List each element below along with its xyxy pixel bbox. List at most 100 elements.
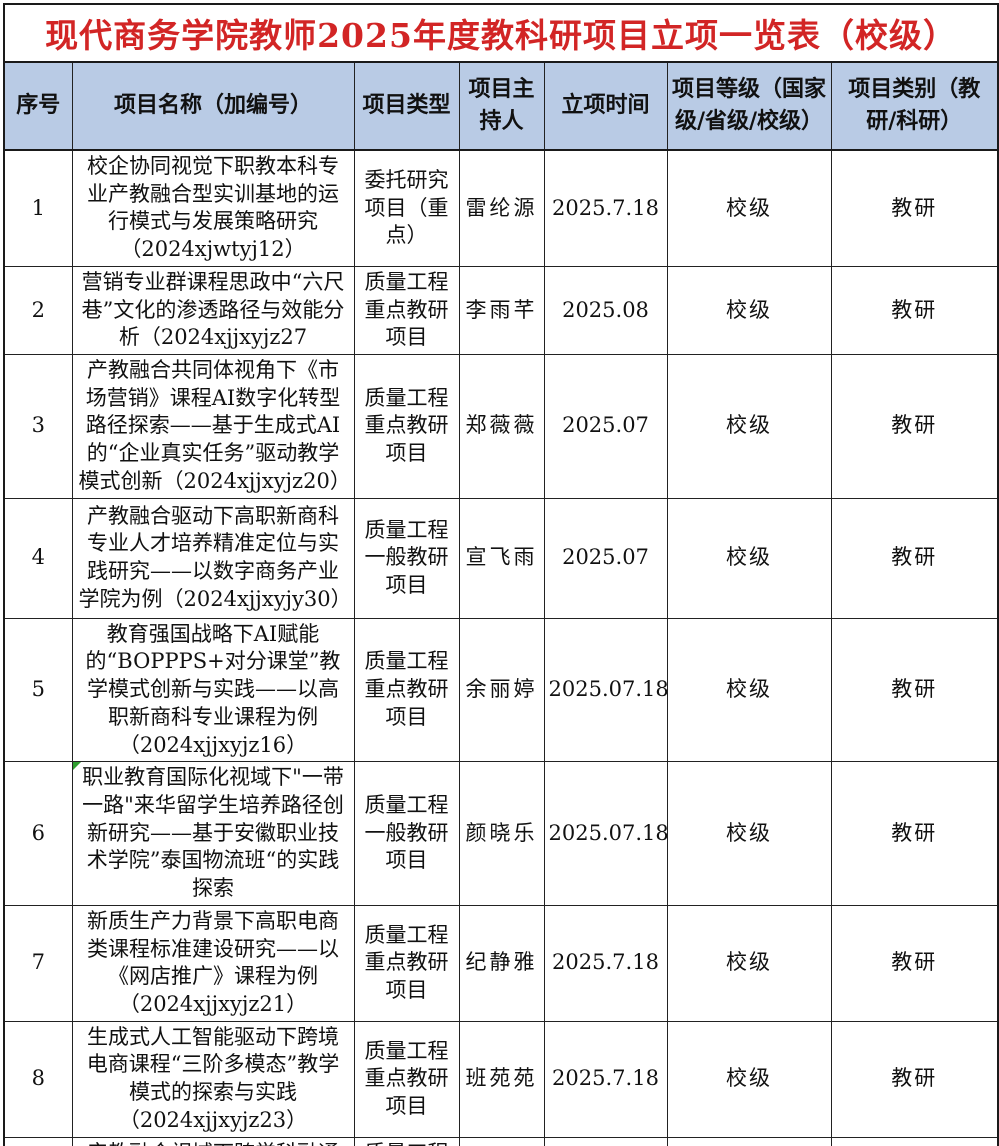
cell-text: 2025.7.18 xyxy=(552,950,659,975)
cell-name: 职业教育国际化视域下"一带一路"来华留学生培养路径创新研究——基于安徽职业技术学… xyxy=(71,761,355,906)
cell-text: 雷纶源 xyxy=(465,195,538,220)
table-row: 6 职业教育国际化视域下"一带一路"来华留学生培养路径创新研究——基于安徽职业技术… xyxy=(3,761,999,906)
cell-text: 教研 xyxy=(891,413,938,438)
table-header-row: 序号 项目名称（加编号） 项目类型 项目主持人 立项时间 项目等级（国家级/省级/校级）项… xyxy=(3,61,999,151)
cell-category: 教研 xyxy=(830,1136,999,1146)
cell-text: 教研 xyxy=(891,297,938,322)
cell-index: 2 xyxy=(3,265,73,356)
cell-text: 1 xyxy=(31,195,45,220)
cell-date: 2025.07.18 xyxy=(543,761,668,906)
cell-text: 质量工程重点教研项目 xyxy=(364,649,449,729)
projects-table: 现代商务学院教师2025年度教科研项目立项一览表（校级） 序号 项目名称（加编号）… xyxy=(3,3,999,1146)
cell-leader: 余丽婷 xyxy=(458,617,545,763)
cell-text: 2025.07.18 xyxy=(548,677,667,702)
cell-type: 质量工程一般教研项目 xyxy=(353,761,460,906)
column-header-category: 项目类别（教研/科研） xyxy=(830,61,999,151)
table-row: 1 校企协同视觉下职教本科专业产教融合型实训基地的运行模式与发展策略研究（2024… xyxy=(3,149,999,267)
cell-text: 教研 xyxy=(891,195,938,220)
cell-leader: 李雨芊 xyxy=(458,265,545,356)
cell-leader: 雷纶源 xyxy=(458,149,545,267)
cell-level: 校级 xyxy=(666,904,832,1022)
cell-type: 质量工程重点教研项目 xyxy=(353,1020,460,1138)
cell-text: 教研 xyxy=(891,677,938,702)
cell-index: 8 xyxy=(3,1020,73,1138)
cell-text: 校级 xyxy=(726,1066,772,1091)
cell-category: 教研 xyxy=(830,1020,999,1138)
cell-level: 校级 xyxy=(666,1020,832,1138)
cell-type: 质量工程重点教研项目 xyxy=(353,265,460,356)
cell-text: 6 xyxy=(31,820,45,845)
cell-level: 校级 xyxy=(666,761,832,906)
cell-text: 质量工程重点教研项目 xyxy=(364,1038,449,1118)
cell-text: 教研 xyxy=(891,820,938,845)
cell-text: 2025.07.18 xyxy=(548,820,667,845)
cell-text: 2025.7.18 xyxy=(552,195,659,220)
cell-level: 校级 xyxy=(666,265,832,356)
cell-category: 教研 xyxy=(830,617,999,763)
cell-date: 2025.07.18 xyxy=(543,617,668,763)
cell-date: 2025.7.18 xyxy=(543,1136,668,1146)
cell-name: 校企协同视觉下职教本科专业产教融合型实训基地的运行模式与发展策略研究（2024x… xyxy=(71,149,355,267)
cell-text: 3 xyxy=(31,413,45,438)
cell-name: 教育强国战略下AI赋能的“BOPPPS+对分课堂”教学模式创新与实践——以高职新… xyxy=(71,617,355,763)
table-row: 7 新质生产力背景下高职电商类课程标准建设研究——以《网店推广》课程为例（2024… xyxy=(3,904,999,1022)
column-header-date: 立项时间 xyxy=(543,61,668,151)
cell-text: 校级 xyxy=(726,413,772,438)
cell-text: 4 xyxy=(31,545,45,570)
cell-text: 2025.7.18 xyxy=(552,1066,659,1091)
cell-index: 6 xyxy=(3,761,73,906)
page-title: 现代商务学院教师2025年度教科研项目立项一览表（校级） xyxy=(3,3,999,63)
cell-text: 2 xyxy=(31,297,45,322)
cell-category: 教研 xyxy=(830,904,999,1022)
table-row: 4 产教融合驱动下高职新商科专业人才培养精准定位与实践研究——以数字商务产业学院为… xyxy=(3,497,999,619)
cell-level: 校级 xyxy=(666,497,832,619)
cell-index: 5 xyxy=(3,617,73,763)
cell-type: 质量工程重点教研项目 xyxy=(353,354,460,499)
cell-name: 产教融合共同体视角下《市场营销》课程AI数字化转型路径探索——基于生成式AI的“… xyxy=(71,354,355,499)
cell-level: 校级 xyxy=(666,617,832,763)
comment-marker-icon xyxy=(73,762,81,771)
cell-name: 生成式人工智能驱动下跨境电商课程“三阶多模态”教学模式的探索与实践（2024xj… xyxy=(71,1020,355,1138)
cell-text: 班苑苑 xyxy=(465,1066,538,1091)
cell-text: 余丽婷 xyxy=(465,677,538,702)
cell-text: 产教融合共同体视角下《市场营销》课程AI数字化转型路径探索——基于生成式AI的“… xyxy=(78,358,351,493)
cell-text: 5 xyxy=(31,677,45,702)
cell-type: 委托研究项目（重点） xyxy=(353,149,460,267)
table-row: 2 营销专业群课程思政中“六尺巷”文化的渗透路径与效能分析（2024xjjxyjz… xyxy=(3,265,999,356)
cell-text: 质量工程重点教研项目 xyxy=(364,385,449,466)
cell-text: 校级 xyxy=(726,297,772,322)
cell-level: 校级 xyxy=(666,354,832,499)
cell-leader: 郑薇薇 xyxy=(458,354,545,499)
cell-text: 质量工程重点教研项目 xyxy=(364,922,449,1003)
cell-text: 职业教育国际化视域下"一带一路"来华留学生培养路径创新研究——基于安徽职业技术学… xyxy=(82,765,344,901)
cell-leader: 颜晓乐 xyxy=(458,761,545,906)
cell-text: 营销专业群课程思政中“六尺巷”文化的渗透路径与效能分析（2024xjjxyjz2… xyxy=(81,269,345,350)
title-row: 现代商务学院教师2025年度教科研项目立项一览表（校级） xyxy=(3,3,999,63)
cell-leader: 班苑苑 xyxy=(458,1020,545,1138)
column-header-type: 项目类型 xyxy=(353,61,460,151)
cell-text: 教研 xyxy=(891,950,938,975)
cell-leader: 宣飞雨 xyxy=(458,497,545,619)
cell-category: 教研 xyxy=(830,761,999,906)
column-header-index: 序号 xyxy=(3,61,73,151)
cell-type: 质量工程重点教研项目 xyxy=(353,1136,460,1146)
cell-text: 校级 xyxy=(726,950,772,975)
cell-text: 8 xyxy=(31,1066,45,1091)
cell-name: 产教融合视域下跨学科融通教学创新与实践（2024xjjxyjz15） xyxy=(71,1136,355,1146)
cell-text: 校级 xyxy=(726,820,772,845)
cell-type: 质量工程一般教研项目 xyxy=(353,497,460,619)
cell-category: 教研 xyxy=(830,497,999,619)
cell-level: 校级 xyxy=(666,149,832,267)
table-row: 9 产教融合视域下跨学科融通教学创新与实践（2024xjjxyjz15） 质量工程重… xyxy=(3,1136,999,1146)
cell-name: 产教融合驱动下高职新商科专业人才培养精准定位与实践研究——以数字商务产业学院为例… xyxy=(71,497,355,619)
cell-text: 宣飞雨 xyxy=(465,545,538,570)
cell-text: 产教融合视域下跨学科融通教学创新与实践（2024xjjxyjz15） xyxy=(87,1141,339,1146)
cell-type: 质量工程重点教研项目 xyxy=(353,904,460,1022)
cell-category: 教研 xyxy=(830,149,999,267)
table-row: 5 教育强国战略下AI赋能的“BOPPPS+对分课堂”教学模式创新与实践——以高职… xyxy=(3,617,999,763)
column-header-level: 项目等级（国家级/省级/校级） xyxy=(666,61,832,151)
cell-text: 校级 xyxy=(726,195,772,220)
cell-date: 2025.07 xyxy=(543,354,668,499)
cell-text: 产教融合驱动下高职新商科专业人才培养精准定位与实践研究——以数字商务产业学院为例… xyxy=(78,503,352,611)
